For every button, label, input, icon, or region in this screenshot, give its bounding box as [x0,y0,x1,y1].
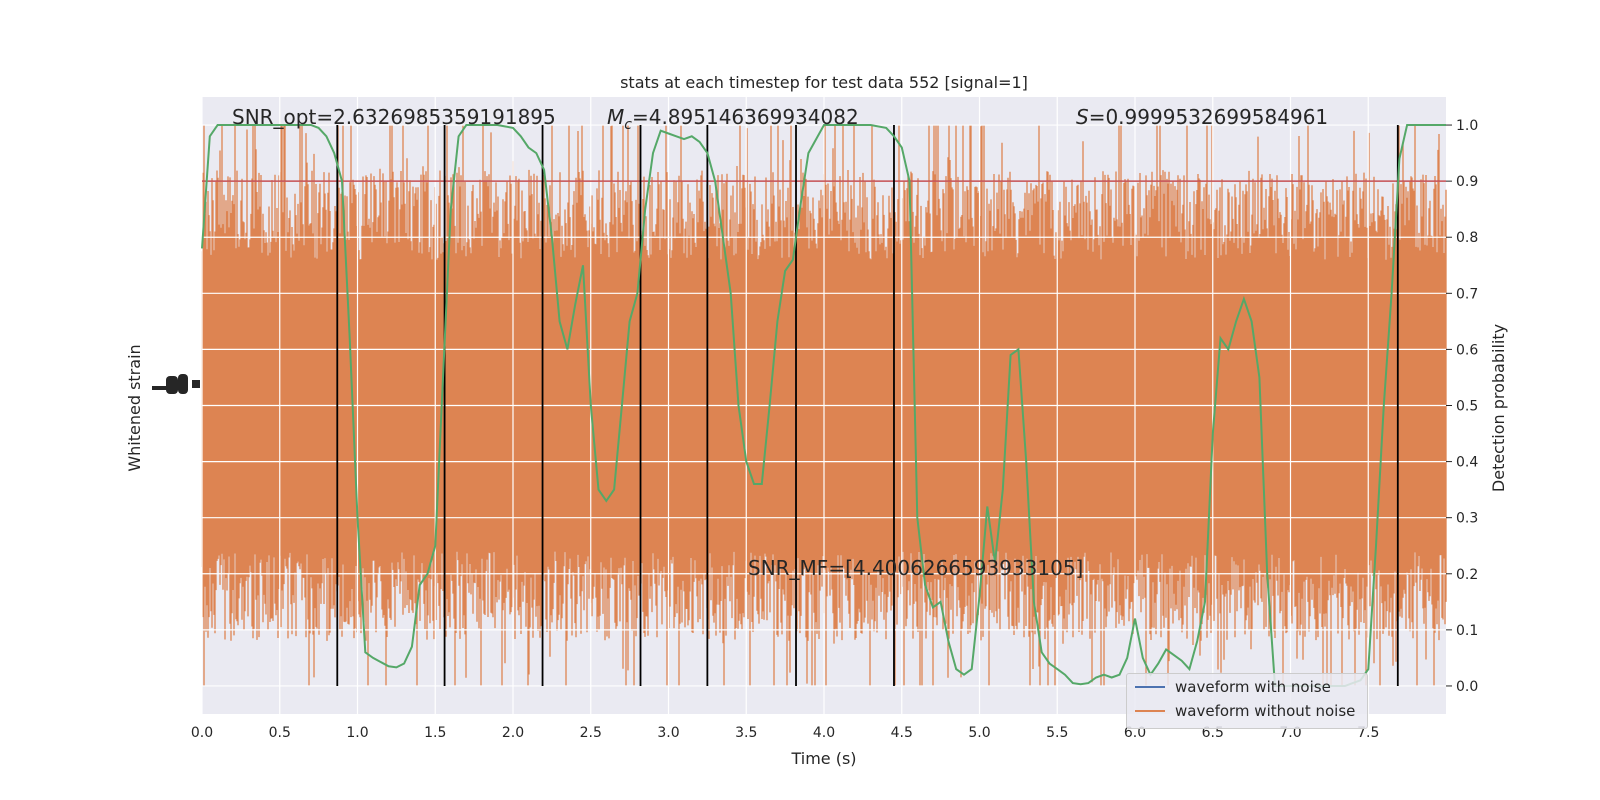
y-right-tick-label: 0.3 [1456,511,1478,527]
y-right-tick-label: 0.0 [1456,679,1478,695]
chirp-mass-symbol: M [607,105,624,129]
legend-label-without-noise: waveform without noise [1175,702,1356,720]
legend: waveform with noise waveform without noi… [1126,673,1368,729]
y-right-tick-label: 0.8 [1456,230,1478,246]
x-axis-label: Time (s) [790,749,856,768]
x-tick-label: 1.5 [424,725,446,741]
annotation-snr-opt: SNR_opt=2.6326985359191895 [232,105,556,129]
detection-probability-line [201,124,1446,687]
legend-swatch-without-noise [1135,710,1165,712]
annotation-chirp-mass: Mc=4.895146369934082 [607,105,859,133]
y-right-tick-label: 0.1 [1456,623,1478,639]
y-right-tick-label: 0.2 [1456,567,1478,583]
y-axis-label-right: Detection probability [1489,324,1508,492]
x-tick-label: 3.0 [657,725,679,741]
x-tick-label: 4.5 [891,725,913,741]
y-right-tick-label: 1.0 [1456,118,1478,134]
x-tick-label: 6.5 [1202,725,1224,741]
left-tick-clutter [152,374,200,394]
x-tick-label: 0.5 [269,725,291,741]
grid-layer [201,97,1446,714]
x-tick-label: 2.5 [580,725,602,741]
y-right-tick-label: 0.6 [1456,342,1478,358]
legend-label-with-noise: waveform with noise [1175,678,1331,696]
x-tick-label: 1.0 [346,725,368,741]
x-tick-label: 5.5 [1046,725,1068,741]
x-tick-label: 5.0 [968,725,990,741]
chart-title: stats at each timestep for test data 552… [620,73,1028,92]
legend-item-without-noise: waveform without noise [1135,702,1355,720]
x-tick-label: 3.5 [735,725,757,741]
x-ticks: 0.0 0.5 1.0 1.5 2.0 2.5 3.0 3.5 4.0 4.5 5.0 5.5 6.0 6… [191,725,1380,741]
x-tick-label: 2.0 [502,725,524,741]
segment-boundary-layer [336,125,1399,686]
legend-item-with-noise: waveform with noise [1135,678,1331,696]
s-value: =0.9999532699584961 [1089,105,1328,129]
y-right-tick-label: 0.4 [1456,455,1478,471]
y-right-tick-label: 0.9 [1456,174,1478,190]
y-right-tick-label: 0.5 [1456,399,1478,415]
x-tick-label: 7.5 [1357,725,1379,741]
x-tick-label: 4.0 [813,725,835,741]
x-tick-label: 6.0 [1124,725,1146,741]
y-right-tick-label: 0.7 [1456,286,1478,302]
annotation-snr-mf: SNR_MF=[4.4006266593933105] [748,556,1083,580]
y-right-ticks: 0.0 0.1 0.2 0.3 0.4 0.5 0.6 0.7 0.8 0.9 1.0 [1446,118,1478,695]
s-symbol: S [1076,105,1089,129]
probability-layer [201,124,1446,687]
legend-swatch-with-noise [1135,686,1165,688]
chirp-mass-subscript: c [624,117,632,133]
chirp-mass-value: =4.895146369934082 [632,105,859,129]
annotation-s: S=0.9999532699584961 [1076,105,1328,129]
x-tick-label: 0.0 [191,725,213,741]
y-axis-label-left: Whitened strain [125,344,144,471]
x-tick-label: 7.0 [1279,725,1301,741]
